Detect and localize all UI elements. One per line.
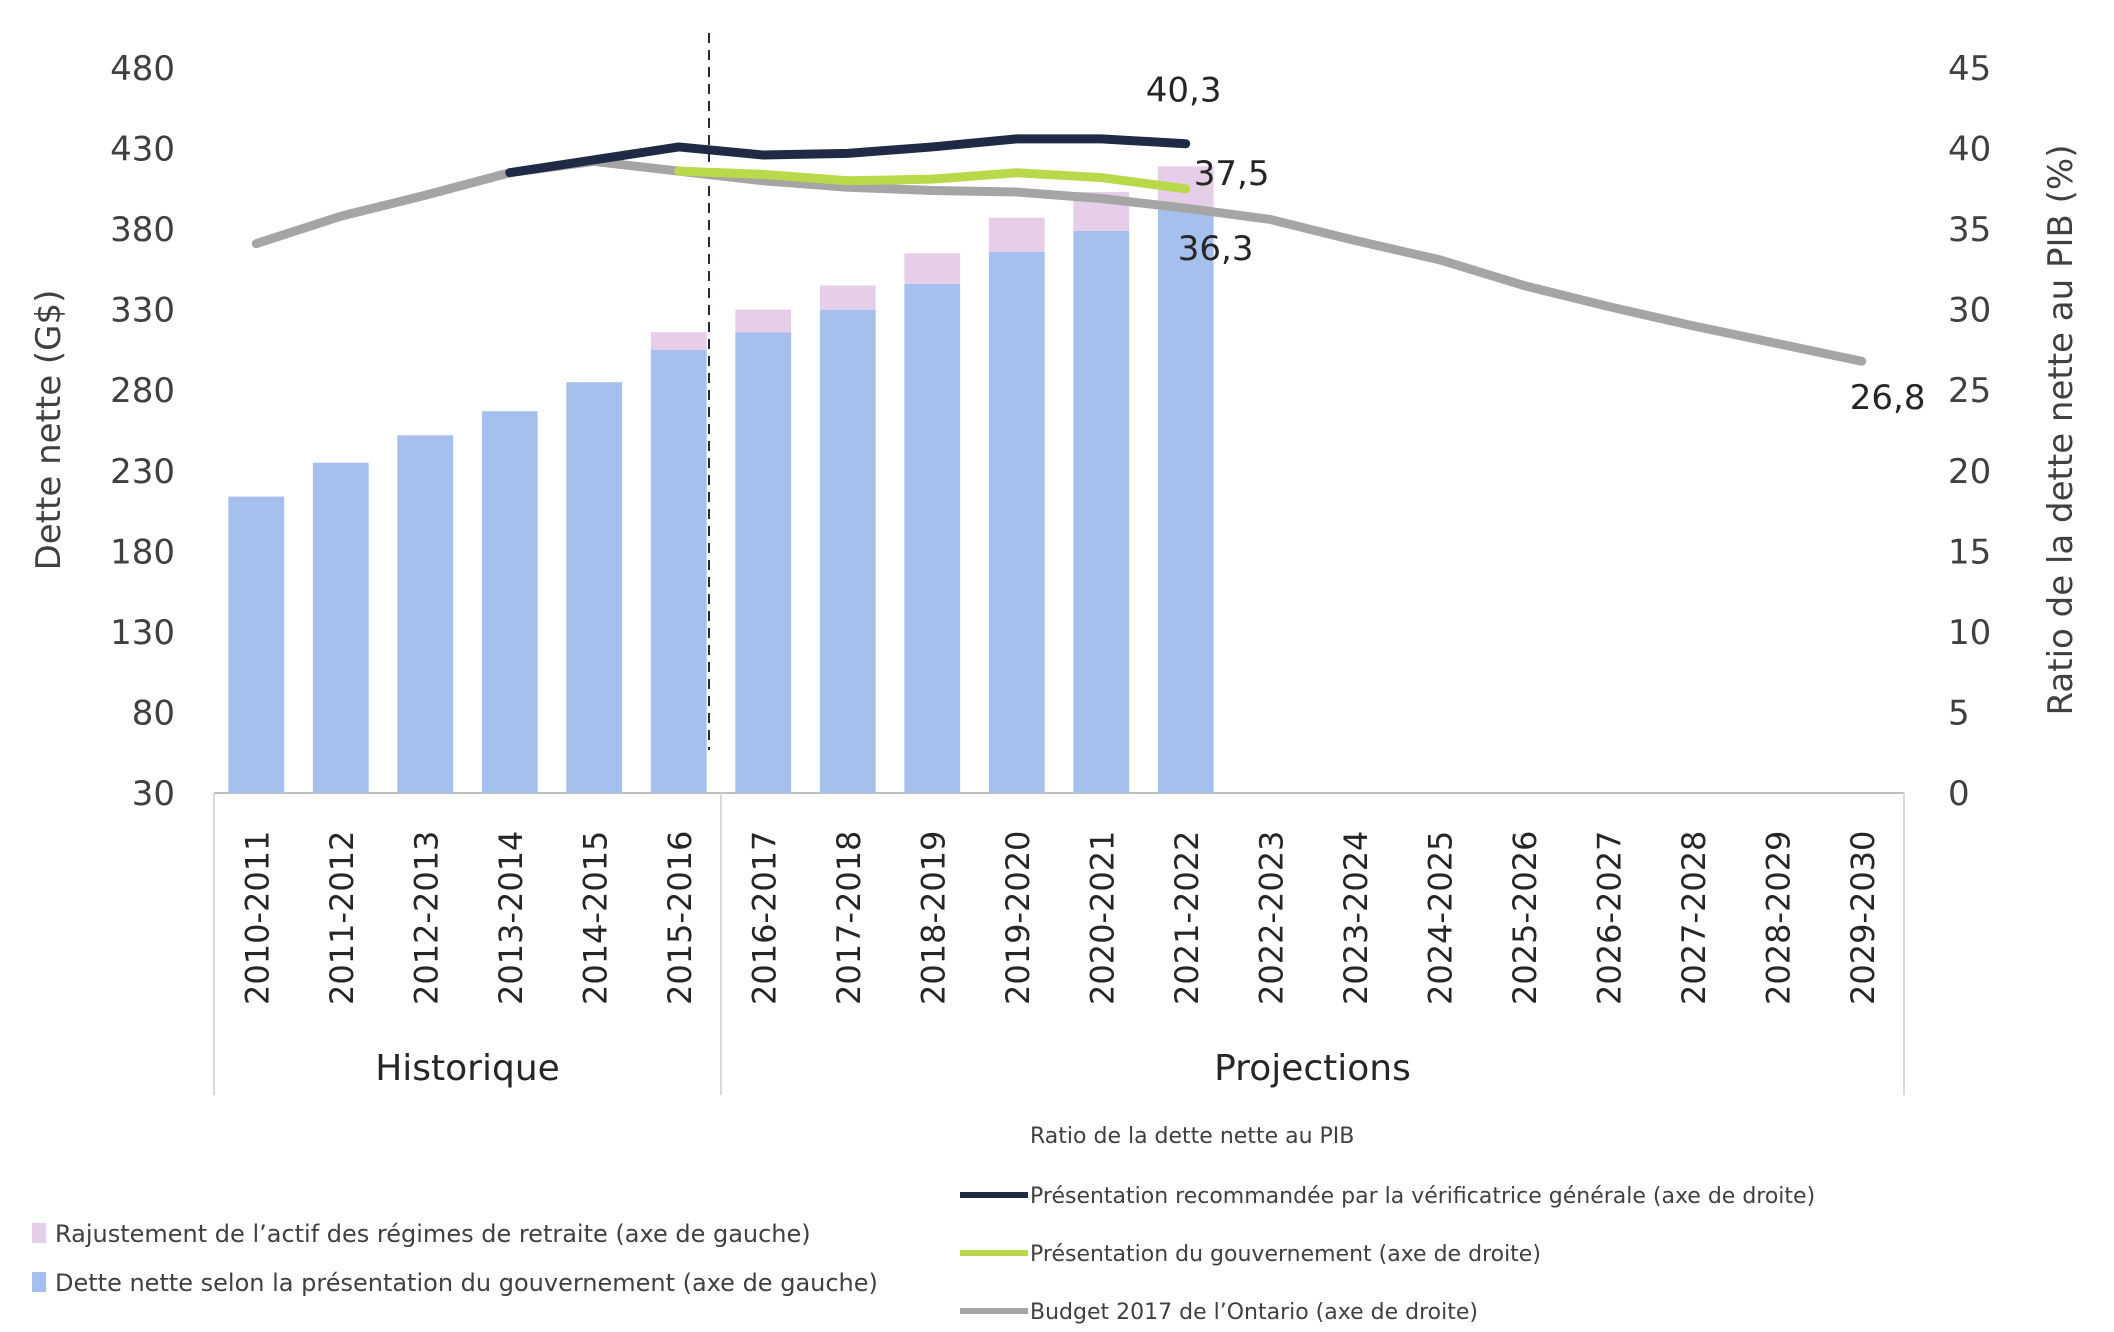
category-label: 2028-2029 [1759,831,1797,1005]
bar-net-debt [735,332,792,793]
right-tick-label: 45 [1948,49,1991,89]
category-label: 2021-2022 [1168,831,1206,1005]
left-tick-label: 280 [110,371,175,411]
legend-label: Dette nette selon la présentation du gou… [55,1269,878,1297]
legend-label: Présentation recommandée par la vérifica… [1030,1184,1815,1209]
bar-net-debt [1073,230,1130,793]
data-label: 36,3 [1178,229,1254,269]
left-tick-label: 30 [132,774,175,814]
legend-title: Ratio de la dette nette au PIB [1030,1124,1354,1149]
category-label: 2013-2014 [492,831,530,1005]
right-tick-label: 25 [1948,371,1991,411]
right-tick-label: 20 [1948,452,1991,492]
data-label: 26,8 [1850,378,1926,418]
category-label: 2027-2028 [1675,831,1713,1005]
right-tick-label: 0 [1948,774,1970,814]
left-tick-label: 330 [110,291,175,331]
legend-label: Rajustement de l’actif des régimes de re… [55,1220,811,1248]
right-tick-label: 10 [1948,613,1991,653]
category-label: 2023-2024 [1337,831,1375,1005]
category-label: 2020-2021 [1083,831,1121,1005]
bar-pension-adjustment [819,285,876,310]
legend-label: Présentation du gouvernement (axe de dro… [1030,1242,1541,1267]
bar-net-debt [819,309,876,793]
category-label: 2018-2019 [914,831,952,1005]
group-label: Projections [1214,1048,1411,1089]
right-tick-label: 40 [1948,130,1991,170]
left-axis-title: Dette nette (G$) [29,290,69,571]
right-tick-label: 15 [1948,532,1991,572]
bar-pension-adjustment [988,217,1045,252]
bar-net-debt [312,462,369,793]
bar-net-debt [650,349,707,793]
bar-pension-adjustment [650,332,707,350]
category-label: 2016-2017 [745,831,783,1005]
legend-label: Budget 2017 de l’Ontario (axe de droite) [1030,1300,1478,1325]
left-tick-label: 180 [110,532,175,572]
category-label: 2011-2012 [323,831,361,1005]
data-label: 40,3 [1146,71,1222,111]
group-label: Historique [375,1048,560,1089]
bar-pension-adjustment [904,253,961,284]
bar-net-debt [228,496,285,793]
right-tick-label: 30 [1948,291,1991,331]
bar-net-debt [397,435,454,793]
category-label: 2010-2011 [238,831,276,1005]
category-label: 2015-2016 [661,831,699,1005]
left-tick-label: 230 [110,452,175,492]
bar-net-debt [566,382,623,793]
category-label: 2022-2023 [1252,831,1290,1005]
category-label: 2012-2013 [407,831,445,1005]
bar-net-debt [1157,209,1214,793]
left-tick-label: 380 [110,210,175,250]
left-tick-label: 430 [110,130,175,170]
right-tick-label: 5 [1948,693,1970,733]
right-axis-title: Ratio de la dette nette au PIB (%) [2041,145,2081,716]
legend-swatch-pension [32,1223,46,1243]
legend-swatch-net-debt [32,1272,46,1292]
left-tick-label: 80 [132,693,175,733]
left-tick-label: 130 [110,613,175,653]
category-label: 2025-2026 [1506,831,1544,1005]
bar-net-debt [988,251,1045,793]
category-label: 2026-2027 [1590,831,1628,1005]
bar-pension-adjustment [735,309,792,333]
bar-net-debt [481,411,538,793]
category-label: 2024-2025 [1421,831,1459,1005]
left-tick-label: 480 [110,49,175,89]
right-tick-label: 35 [1948,210,1991,250]
line-series [251,156,1867,366]
data-label: 37,5 [1194,154,1270,194]
category-label: 2017-2018 [830,831,868,1005]
category-label: 2019-2020 [999,831,1037,1005]
category-label: 2014-2015 [576,831,614,1005]
bar-net-debt [904,283,961,793]
category-label: 2029-2030 [1844,831,1882,1005]
